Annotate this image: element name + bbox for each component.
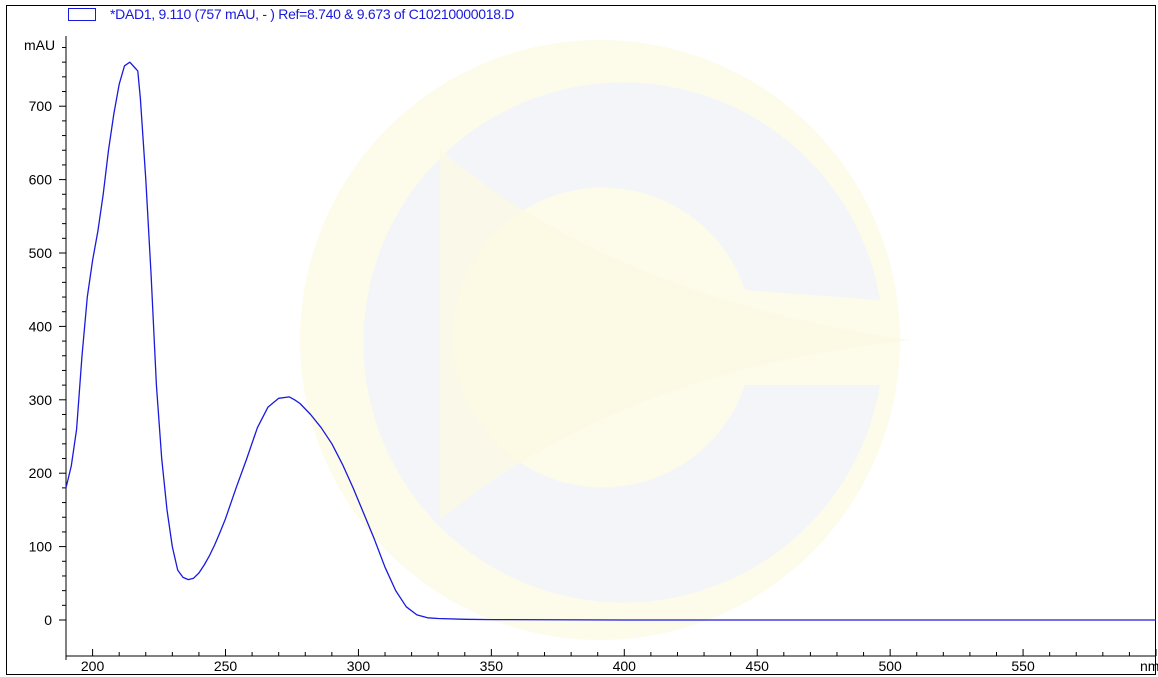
watermark-logo (300, 40, 910, 640)
x-tick-label: 400 (613, 658, 637, 674)
x-axis-label: nm (1140, 658, 1158, 674)
chart-legend: *DAD1, 9.110 (757 mAU, - ) Ref=8.740 & 9… (68, 6, 514, 22)
y-tick-label: 100 (29, 539, 53, 555)
spectrum-series-line (65, 61, 1156, 621)
y-tick-label: 300 (29, 392, 53, 408)
x-tick-label: 300 (347, 658, 371, 674)
legend-swatch (68, 7, 96, 21)
x-tick-label: 500 (878, 658, 902, 674)
watermark-wedge (440, 150, 910, 520)
x-tick-label: 200 (81, 658, 105, 674)
y-tick-label: 600 (29, 172, 53, 188)
legend-label: *DAD1, 9.110 (757 mAU, - ) Ref=8.740 & 9… (110, 6, 515, 22)
x-tick-label: 450 (746, 658, 770, 674)
x-axis: 200 250 300 350 400 450 500 550 (65, 649, 1157, 674)
y-tick-label: 400 (29, 318, 53, 334)
y-tick-label: 700 (29, 98, 53, 114)
x-tick-label: 250 (214, 658, 238, 674)
chart-frame (6, 5, 1156, 675)
y-tick-label: 200 (29, 465, 53, 481)
y-axis-label: mAU (24, 37, 55, 53)
y-tick-label: 500 (29, 245, 53, 261)
x-tick-label: 350 (480, 658, 504, 674)
y-tick-label: 0 (44, 612, 52, 628)
x-tick-label: 550 (1011, 658, 1035, 674)
y-axis: 0 100 200 300 400 500 600 700 (29, 36, 67, 660)
